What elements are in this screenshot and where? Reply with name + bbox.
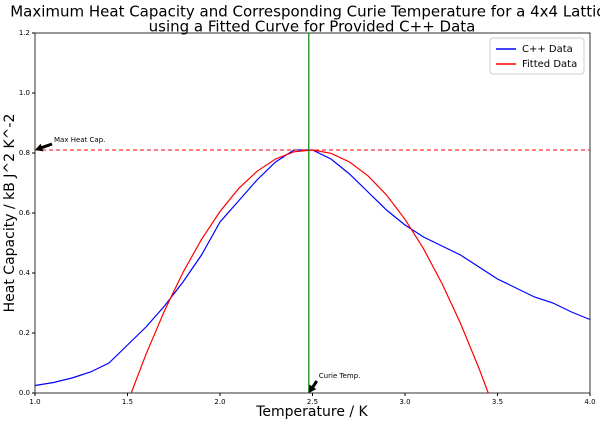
y-tick-label: 0.4	[19, 269, 31, 277]
annotation: Curie Temp.	[319, 372, 361, 380]
legend-box	[489, 37, 585, 75]
y-tick-label: 0.2	[19, 329, 30, 337]
x-tick-label: 1.5	[122, 398, 133, 406]
annotation-arrow	[41, 142, 53, 150]
chart-title: using a Fitted Curve for Provided C++ Da…	[149, 18, 476, 36]
y-tick-label: 1.0	[19, 89, 30, 97]
legend-label: C++ Data	[522, 44, 573, 55]
x-tick-label: 3.5	[492, 398, 503, 406]
x-tick-label: 2.5	[307, 398, 318, 406]
data-line	[34, 149, 591, 387]
plot-frame	[34, 32, 591, 394]
annotation-arrow	[311, 380, 319, 389]
x-tick-label: 4.0	[584, 398, 595, 406]
x-tick-label: 2.0	[214, 398, 225, 406]
y-tick-label: 1.2	[19, 29, 30, 37]
annotation: Max Heat Cap.	[54, 136, 105, 144]
y-tick-label: 0.6	[19, 209, 31, 217]
annotation-arrow-head	[35, 143, 44, 152]
data-line	[130, 149, 489, 394]
x-tick-label: 1.0	[29, 398, 40, 406]
x-axis-label: Temperature / K	[255, 404, 368, 420]
chart-title: Maximum Heat Capacity and Corresponding …	[10, 3, 600, 21]
x-tick-label: 3.0	[399, 398, 410, 406]
y-tick-label: 0.8	[19, 149, 30, 157]
y-tick-label: 0.0	[19, 389, 30, 397]
y-axis-label: Heat Capacity / kB J^2 K^-2	[2, 114, 18, 313]
annotation-arrow-head	[308, 384, 317, 393]
legend-label: Fitted Data	[522, 59, 577, 70]
